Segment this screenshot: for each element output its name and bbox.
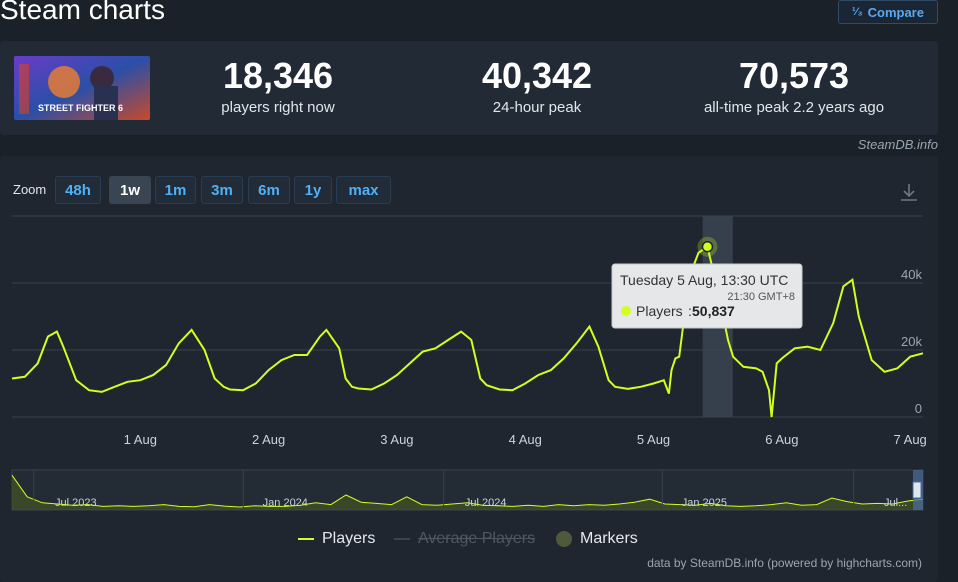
players-now-value: 18,346 [222, 55, 334, 96]
y-tick-label: 40k [901, 267, 922, 282]
compare-label: Compare [867, 4, 924, 20]
zoom-1w-button[interactable]: 1w [109, 176, 151, 204]
compare-button[interactable]: ¹⁄₃ Compare [838, 0, 938, 24]
navigator-label: Jan 2025 [682, 497, 727, 509]
y-tick-label: 20k [901, 334, 922, 349]
game-thumbnail[interactable]: STREET FIGHTER 6 [14, 56, 150, 120]
tooltip-value: 50,837 [692, 303, 735, 319]
x-tick-label: 6 Aug [765, 432, 798, 447]
zoom-6m-button[interactable]: 6m [248, 176, 290, 204]
steamdb-credit-link[interactable]: SteamDB.info [857, 137, 938, 152]
tooltip-series-dot [621, 306, 631, 316]
x-axis-ticks: 1 Aug 2 Aug 3 Aug 4 Aug 5 Aug 6 Aug 7 Aug [124, 432, 927, 447]
x-tick-label: 3 Aug [380, 432, 413, 447]
markers-swatch [556, 531, 572, 547]
stats-panel: STREET FIGHTER 6 18,346 players right no… [0, 41, 938, 135]
stat-all-time-peak: 70,573 all-time peak 2.2 years ago [684, 55, 904, 117]
thumbnail-logo-text: STREET FIGHTER 6 [38, 103, 123, 113]
chart-panel: Zoom 48h 1w 1m 3m 6m 1y max Jul 2023 Jan … [0, 156, 938, 582]
players-series-line [11, 245, 924, 418]
navigator-line [11, 474, 924, 508]
x-tick-label: 5 Aug [637, 432, 670, 447]
legend-markers[interactable]: Markers [556, 530, 638, 548]
legend-players[interactable]: Players [298, 530, 375, 548]
tooltip-series-name: Players [636, 303, 683, 319]
zoom-max-button[interactable]: max [336, 176, 391, 204]
players-now-label: players right now [221, 99, 335, 116]
zoom-1y-button[interactable]: 1y [294, 176, 332, 204]
x-tick-label: 1 Aug [124, 432, 157, 447]
svg-text::: : [688, 303, 692, 319]
tooltip-date: Tuesday 5 Aug, 13:30 UTC [620, 272, 788, 288]
navigator-label: Jul 2024 [465, 497, 507, 509]
players-swatch [298, 538, 314, 540]
navigator-label: Jul 2023 [55, 497, 97, 509]
navigator-label: Jan 2024 [263, 497, 308, 509]
y-tick-label: 0 [915, 401, 922, 416]
download-icon[interactable] [898, 181, 920, 203]
navigator: Jul 2023 Jan 2024 Jul 2024 Jan 2025 Jul... [11, 469, 924, 511]
peak-24h-value: 40,342 [481, 55, 593, 96]
average-swatch [394, 538, 410, 540]
zoom-1m-button[interactable]: 1m [155, 176, 196, 204]
x-tick-label: 2 Aug [252, 432, 285, 447]
footer-credit[interactable]: data by SteamDB.info (powered by highcha… [647, 556, 922, 570]
stat-24h-peak: 40,342 24-hour peak [427, 55, 647, 117]
x-tick-label: 7 Aug [894, 432, 927, 447]
stat-current: 18,346 players right now [168, 55, 388, 117]
peak-24h-label: 24-hour peak [492, 99, 582, 116]
tooltip: Tuesday 5 Aug, 13:30 UTC 21:30 GMT+8 Pla… [611, 263, 803, 329]
legend-markers-label: Markers [580, 530, 638, 547]
page-title: Steam charts [0, 0, 165, 25]
navigator-label: Jul... [884, 497, 907, 509]
players-chart[interactable]: Jul 2023 Jan 2024 Jul 2024 Jan 2025 Jul... 0… [0, 156, 938, 526]
chart-legend: Players Average Players Markers [0, 530, 938, 550]
hover-marker [697, 236, 718, 257]
zoom-label: Zoom [13, 182, 47, 197]
x-tick-label: 4 Aug [509, 432, 542, 447]
y-axis-ticks: 0 20k 40k [901, 267, 922, 416]
all-time-peak-label: all-time peak 2.2 years ago [703, 99, 885, 116]
zoom-3m-button[interactable]: 3m [201, 176, 243, 204]
legend-players-label: Players [322, 530, 376, 547]
all-time-peak-value: 70,573 [738, 55, 850, 96]
legend-average-label: Average Players [418, 530, 536, 547]
hover-point [701, 240, 714, 253]
zoom-48h-button[interactable]: 48h [55, 176, 101, 204]
legend-average-players[interactable]: Average Players [394, 530, 535, 548]
tooltip-local-time: 21:30 GMT+8 [727, 291, 795, 303]
fraction-icon: ¹⁄₃ [852, 6, 863, 18]
navigator-handle [912, 481, 922, 499]
